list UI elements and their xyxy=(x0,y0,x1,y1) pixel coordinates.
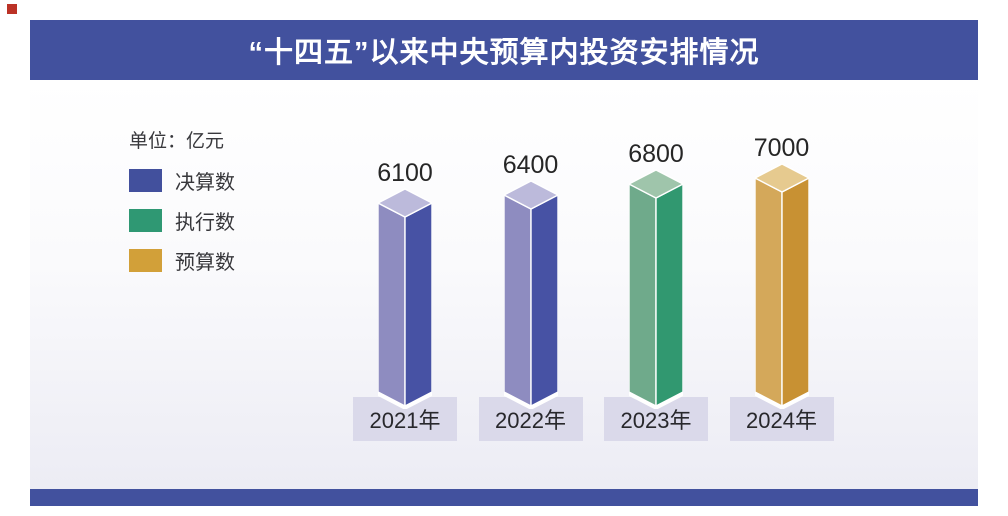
bar-group-2021年: 6100 2021年 xyxy=(353,80,457,441)
bar-value-label: 6100 xyxy=(377,158,433,187)
bar-group-2024年: 7000 2024年 xyxy=(729,80,834,441)
pillar-top-face xyxy=(378,188,432,218)
legend-swatch-icon xyxy=(129,169,162,192)
legend-item-juesuan: 决算数 xyxy=(129,169,235,194)
pillar-top-face xyxy=(629,169,683,199)
pillar-right-face xyxy=(655,183,683,407)
footer-banner xyxy=(30,489,978,506)
pillar-left-face xyxy=(754,177,783,407)
bar-value-label: 6400 xyxy=(502,150,559,179)
legend-item-yusuan: 预算数 xyxy=(129,249,235,274)
legend-label: 执行数 xyxy=(175,212,235,234)
category-label-plate: 2022年 xyxy=(478,397,583,441)
legend-item-zhixing: 执行数 xyxy=(129,209,235,234)
category-label: 2021年 xyxy=(369,408,441,433)
pillar-top-face xyxy=(754,163,809,193)
title-banner: “十四五”以来中央预算内投资安排情况 xyxy=(30,20,978,80)
pillar-left-face xyxy=(503,194,532,407)
pillar-right-face xyxy=(529,194,558,407)
legend: 决算数 执行数 预算数 xyxy=(129,169,235,289)
bar-pillar xyxy=(503,180,558,409)
pillar-top-face xyxy=(503,180,558,210)
red-corner-marker xyxy=(7,4,17,14)
bar-group-2023年: 6800 2023年 xyxy=(604,80,708,441)
category-label: 2024年 xyxy=(746,408,817,433)
legend-label: 决算数 xyxy=(175,172,235,194)
pillar-left-face xyxy=(378,202,406,407)
pillar-right-face xyxy=(404,202,432,407)
category-label: 2022年 xyxy=(495,408,566,433)
bar-value-label: 7000 xyxy=(753,133,810,162)
bar-pillar xyxy=(629,169,683,409)
pillar-right-face xyxy=(780,177,809,407)
bar-pillar xyxy=(378,188,432,409)
bars-group: 6100 2021年 6400 2022年 6800 2023年 7000 2024年 xyxy=(353,80,834,441)
bar-value-label: 6800 xyxy=(628,139,684,168)
unit-label: 单位：亿元 xyxy=(129,131,225,152)
bar-group-2022年: 6400 2022年 xyxy=(478,80,583,441)
legend-label: 预算数 xyxy=(175,252,235,274)
category-label: 2023年 xyxy=(620,408,692,433)
bar-pillar xyxy=(754,163,809,409)
legend-swatch-icon xyxy=(129,249,162,272)
legend-swatch-icon xyxy=(129,209,162,232)
page-title: “十四五”以来中央预算内投资安排情况 xyxy=(248,37,760,69)
chart-area: 单位：亿元 决算数 执行数 预算数 6100 2021年 6400 2022年 6800… xyxy=(30,80,978,489)
pillar-left-face xyxy=(629,183,657,407)
